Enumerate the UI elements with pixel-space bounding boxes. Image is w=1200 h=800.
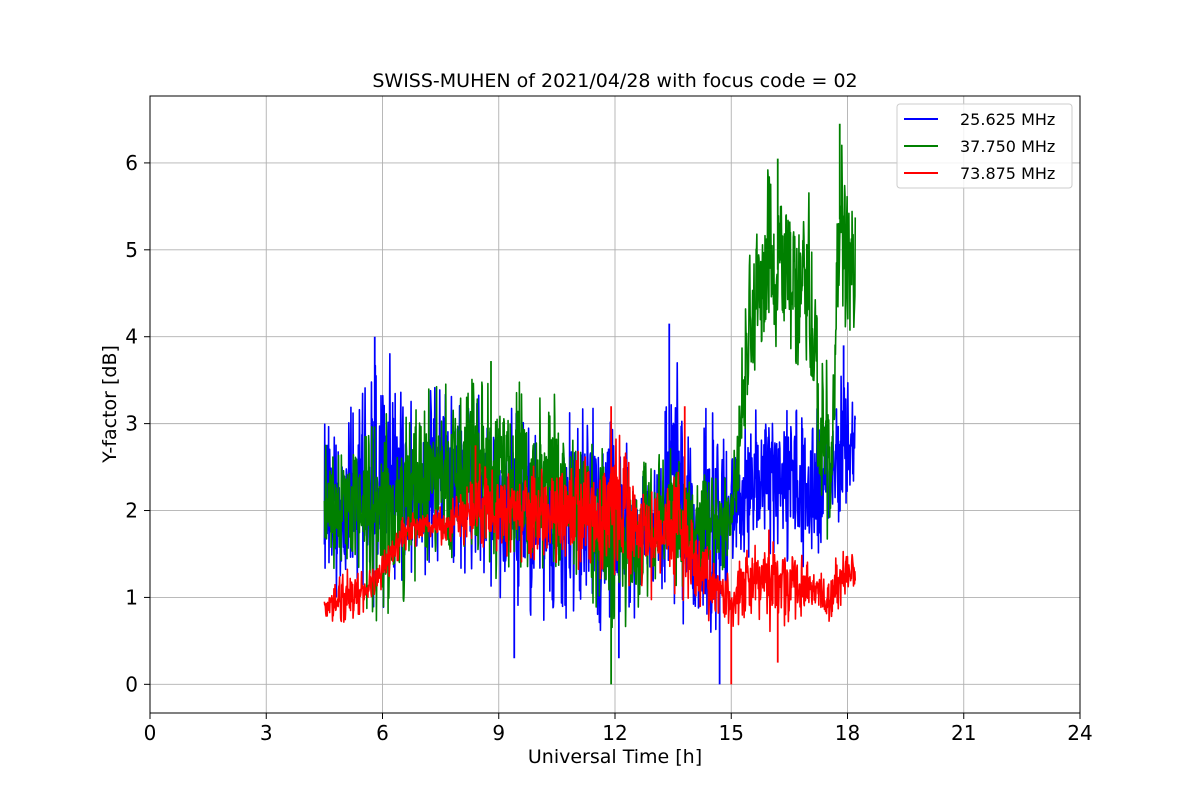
chart-title: SWISS-MUHEN of 2021/04/28 with focus cod…	[372, 70, 857, 92]
series-line	[323, 434, 857, 633]
legend-item: 37.750 MHz	[904, 137, 1055, 156]
x-tick-label: 0	[144, 721, 157, 745]
y-tick-label: 2	[125, 499, 138, 523]
x-tick-label: 6	[376, 721, 389, 745]
legend-item: 73.875 MHz	[904, 164, 1055, 183]
y-tick-label: 5	[125, 238, 138, 262]
series-layer	[323, 123, 857, 685]
y-tick-label: 4	[125, 325, 138, 349]
y-tick-label: 0	[125, 672, 138, 696]
x-tick-label: 21	[951, 721, 976, 745]
series-3	[323, 406, 857, 685]
y-tick-label: 6	[125, 151, 138, 175]
x-tick-label: 12	[602, 721, 627, 745]
x-tick-label: 15	[719, 721, 744, 745]
legend-label: 37.750 MHz	[960, 137, 1055, 156]
x-tick-label: 9	[492, 721, 505, 745]
x-tick-label: 3	[260, 721, 273, 745]
legend-box	[896, 103, 1073, 189]
x-tick-label: 24	[1067, 721, 1092, 745]
legend: 25.625 MHz 37.750 MHz 73.875 MHz	[896, 103, 1073, 189]
y-tick-label: 1	[125, 585, 138, 609]
legend-item: 25.625 MHz	[904, 110, 1055, 129]
x-tick-label: 18	[835, 721, 860, 745]
y-tick-label: 3	[125, 412, 138, 436]
legend-label: 25.625 MHz	[960, 110, 1055, 129]
x-axis-label: Universal Time [h]	[528, 746, 702, 768]
y-axis-label: Y-factor [dB]	[99, 345, 121, 464]
legend-label: 73.875 MHz	[960, 164, 1055, 183]
